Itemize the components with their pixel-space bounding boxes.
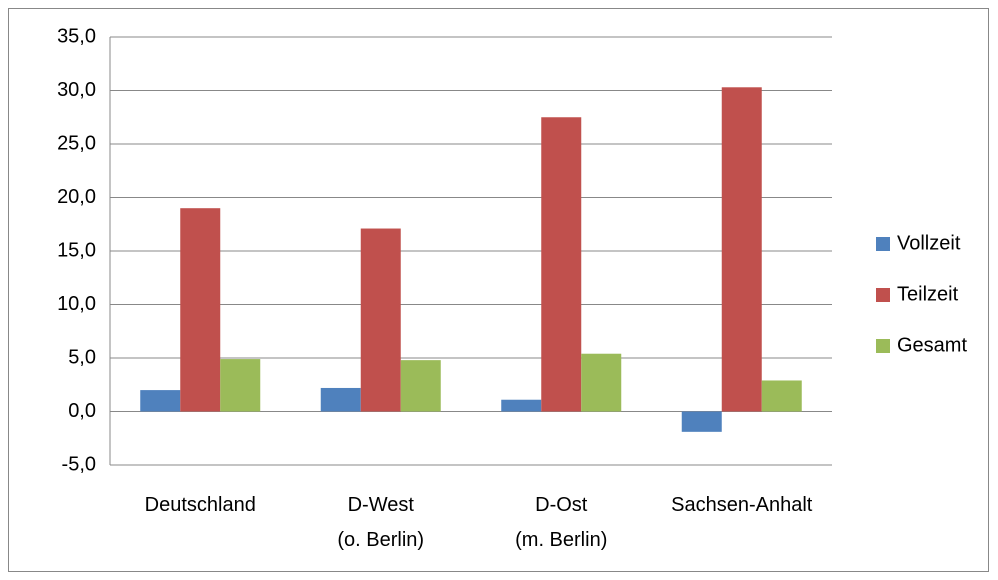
x-tick-label: D-West (o. Berlin) (337, 494, 425, 551)
bar (721, 87, 762, 412)
bar (140, 390, 181, 412)
bar (220, 359, 261, 412)
y-tick-label: 0,0 (68, 400, 96, 422)
x-tick-label: Sachsen-Anhalt (671, 494, 813, 516)
bar (761, 380, 802, 412)
y-tick-label: 30,0 (57, 79, 96, 101)
chart-border (8, 8, 989, 572)
bar (320, 387, 361, 412)
bar (180, 208, 221, 412)
bar (581, 353, 622, 412)
bar (541, 117, 582, 412)
legend-label: Teilzeit (897, 283, 959, 305)
legend-label: Gesamt (897, 334, 967, 356)
legend-swatch (876, 339, 890, 353)
legend-swatch (876, 288, 890, 302)
bar (681, 411, 722, 432)
y-tick-label: 25,0 (57, 132, 96, 154)
bar (400, 360, 441, 412)
y-tick-label: 20,0 (57, 186, 96, 208)
bar (360, 228, 401, 412)
y-tick-label: -5,0 (62, 453, 96, 475)
y-tick-label: 10,0 (57, 293, 96, 315)
x-tick-label: Deutschland (144, 494, 256, 516)
y-tick-label: 5,0 (68, 346, 96, 368)
legend-swatch (876, 237, 890, 251)
y-tick-label: 35,0 (57, 25, 96, 47)
bar (501, 399, 542, 412)
y-tick-label: 15,0 (57, 239, 96, 261)
x-tick-label: D-Ost (m. Berlin) (515, 494, 608, 551)
legend-label: Vollzeit (897, 232, 961, 254)
